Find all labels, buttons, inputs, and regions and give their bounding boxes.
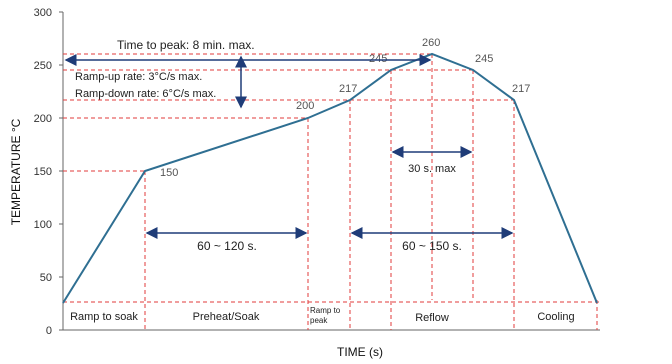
- soak-range-label: 60 ~ 120 s.: [197, 239, 257, 253]
- y-tick-label: 50: [40, 272, 52, 284]
- dimension-arrows: [64, 54, 514, 239]
- y-tick-label: 100: [34, 219, 52, 231]
- point-label: 150: [160, 167, 178, 179]
- zone-label-ramp-to-soak: Ramp to soak: [70, 311, 138, 323]
- y-tick-label: 200: [34, 113, 52, 125]
- point-label: 217: [512, 83, 530, 95]
- temperature-curve: [62, 52, 598, 304]
- y-tick-label: 0: [46, 325, 52, 337]
- ramp-down-label: Ramp-down rate: 6°C/s max.: [75, 88, 216, 100]
- x-axis-title: TIME (s): [337, 345, 383, 359]
- point-label: 245: [369, 53, 387, 65]
- reflow-range-label: 60 ~ 150 s.: [402, 239, 462, 253]
- y-ticks: 0 50 100 150 200 250 300: [34, 7, 63, 337]
- y-tick-label: 250: [34, 60, 52, 72]
- point-label: 200: [296, 100, 314, 112]
- zone-label-preheat-soak: Preheat/Soak: [193, 311, 260, 323]
- y-tick-label: 150: [34, 166, 52, 178]
- time-to-peak-label: Time to peak: 8 min. max.: [117, 38, 255, 52]
- point-label: 217: [339, 83, 357, 95]
- zone-label-cooling: Cooling: [537, 311, 574, 323]
- peak-window-label: 30 s. max: [408, 163, 456, 175]
- zone-label-ramp-to-peak: Ramp to peak: [310, 306, 341, 325]
- y-axis-title: TEMPERATURE °C: [9, 118, 23, 225]
- point-label: 260: [422, 37, 440, 49]
- y-tick-label: 300: [34, 7, 52, 19]
- point-label: 245: [475, 53, 493, 65]
- ramp-up-label: Ramp-up rate: 3°C/s max.: [75, 71, 202, 83]
- point-labels: 150 200 217 245 260 245 217: [160, 37, 530, 179]
- zone-label-reflow: Reflow: [415, 312, 449, 324]
- zone-labels: Ramp to soak Preheat/Soak Ramp to peak Re…: [70, 306, 575, 325]
